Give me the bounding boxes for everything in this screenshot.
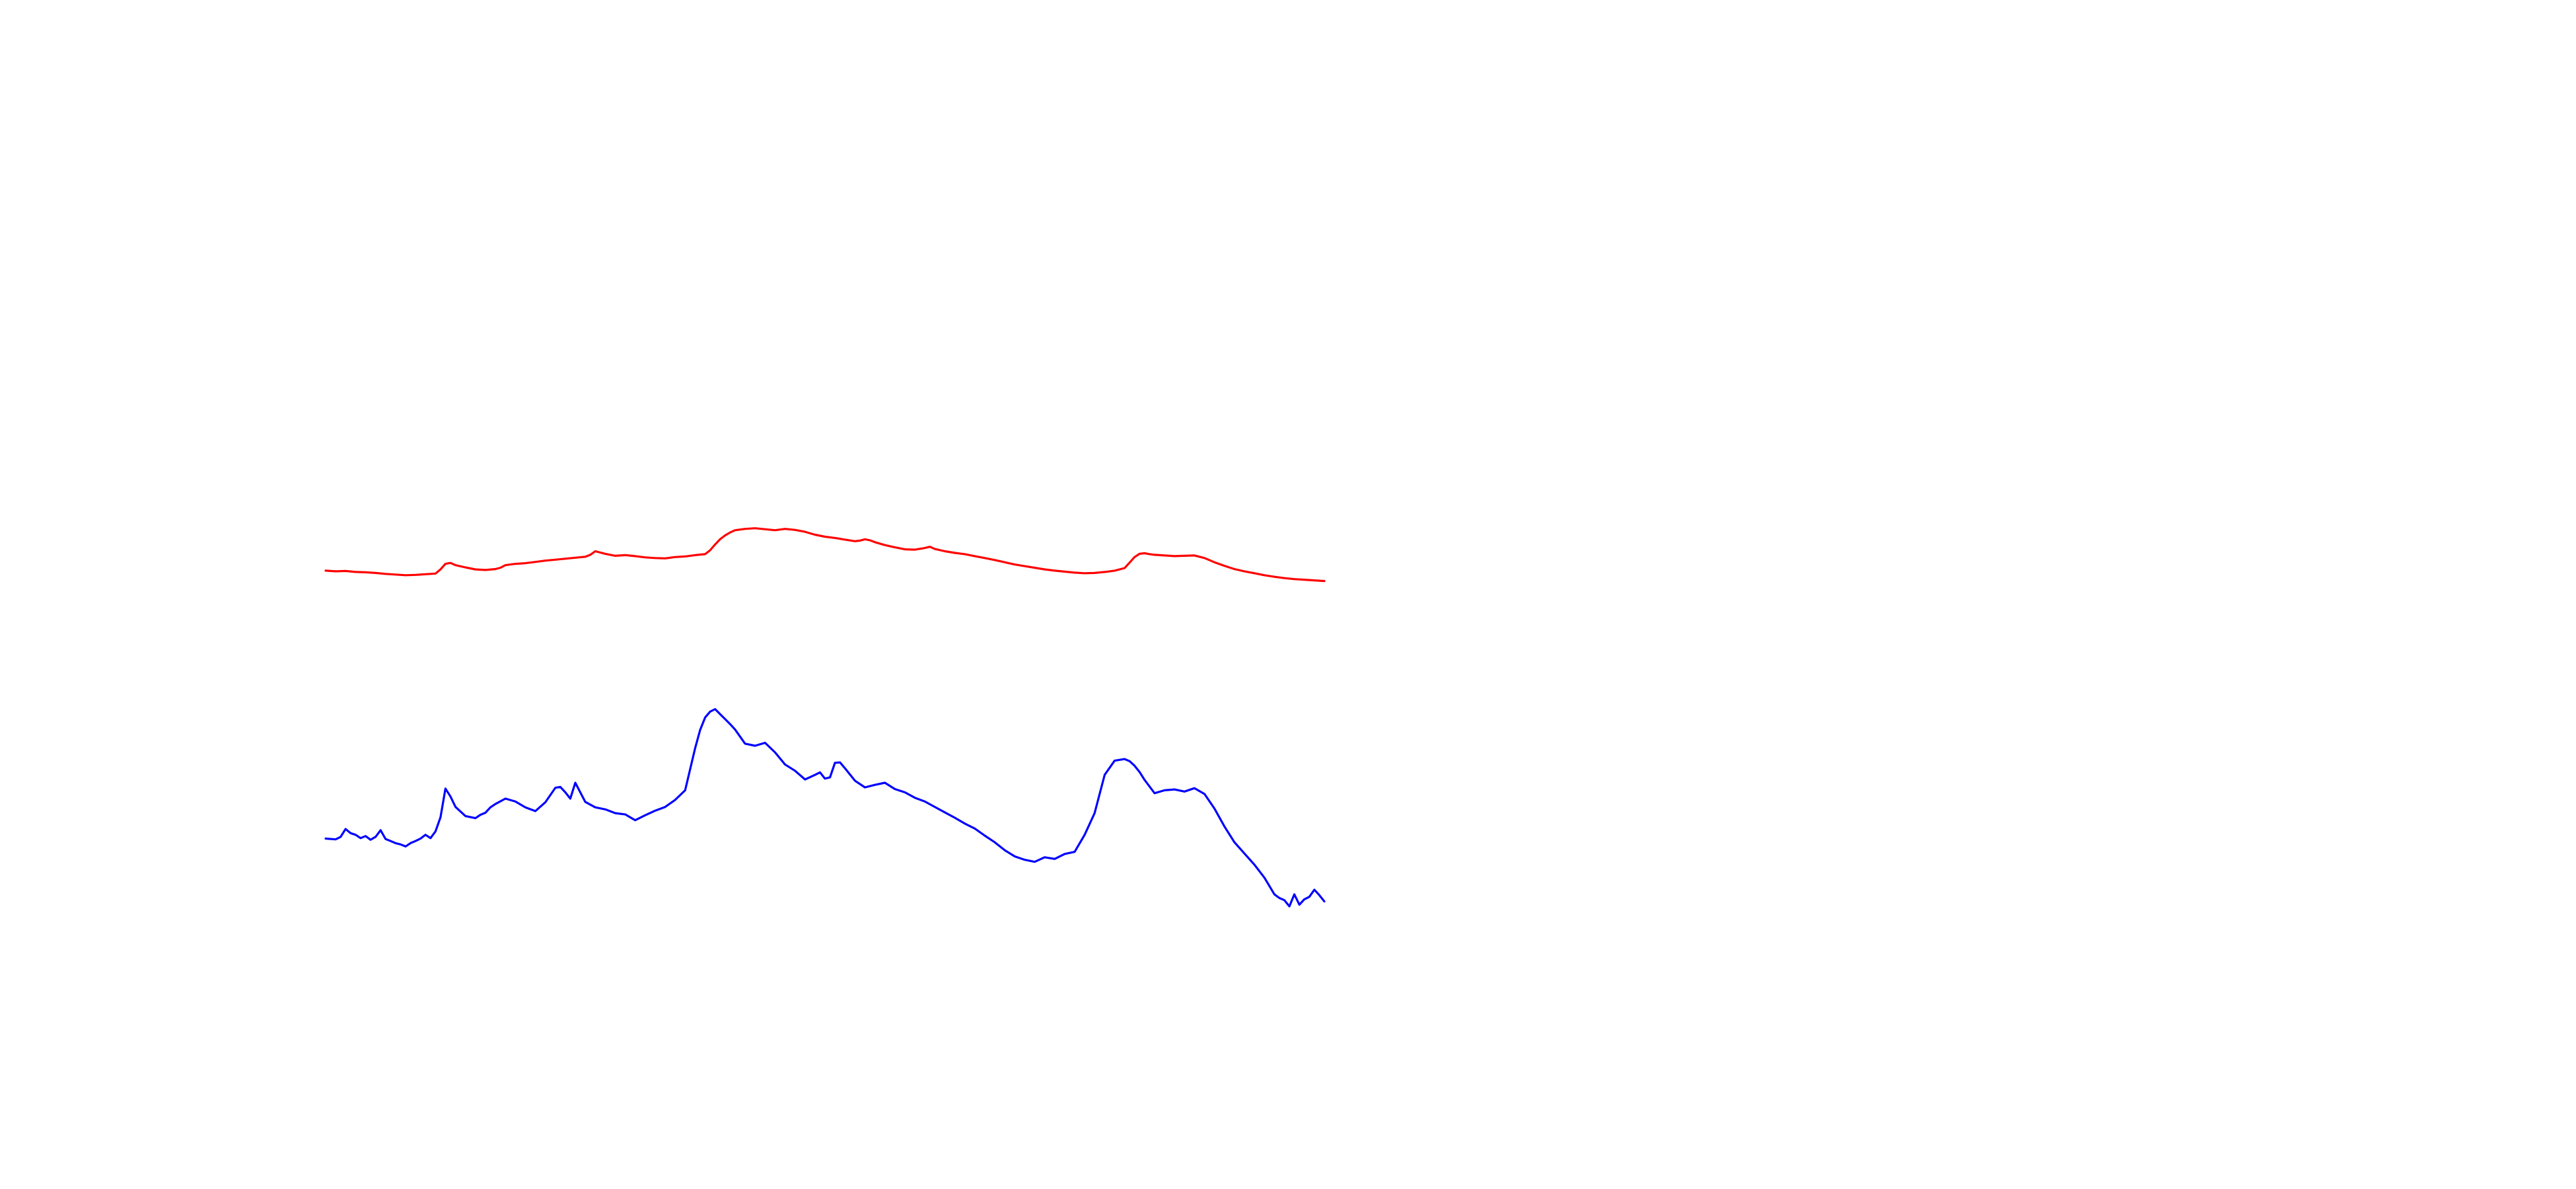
series-group xyxy=(324,527,1326,908)
series-line-1 xyxy=(324,527,1326,583)
series-line-2 xyxy=(324,707,1326,908)
